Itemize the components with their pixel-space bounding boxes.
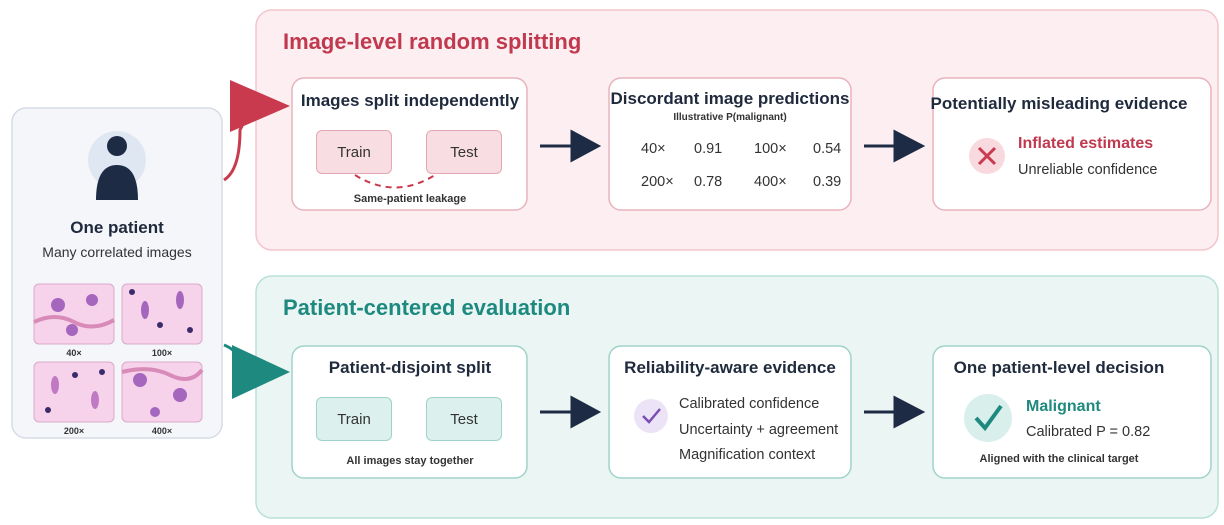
mag-label: 100× xyxy=(754,141,787,157)
check-icon xyxy=(642,408,661,424)
decision-icon-bg xyxy=(964,394,1012,442)
panel-title: Image-level random splitting xyxy=(283,29,582,54)
box-title: Reliability-aware evidence xyxy=(624,358,836,377)
magnification: 400× xyxy=(151,426,173,436)
probability: 0.91 xyxy=(694,141,723,157)
probability: 0.78 xyxy=(694,174,723,190)
test-chip: Test xyxy=(426,397,502,441)
box xyxy=(291,345,528,479)
evidence-item: Calibrated confidence xyxy=(679,396,820,412)
mag-label: 40× xyxy=(641,141,666,157)
decision-headline: Malignant xyxy=(1026,398,1101,415)
box-title: Images split independently xyxy=(300,91,520,110)
evidence-headline: Inflated estimates xyxy=(1018,135,1154,152)
flow-arrows xyxy=(540,129,926,429)
probability: 0.39 xyxy=(813,174,842,190)
magnification: 40× xyxy=(66,348,82,358)
test-chip: Test xyxy=(426,130,502,174)
mag-label: 400× xyxy=(754,174,787,190)
box xyxy=(932,77,1212,211)
avatar-head xyxy=(107,136,127,156)
box-note: Same-patient leakage xyxy=(353,193,467,205)
train-chip: Train xyxy=(316,397,392,441)
box-title: Discordant image predictions xyxy=(610,89,850,108)
tissue-tiles xyxy=(33,283,204,423)
mag-label: 200× xyxy=(641,174,674,190)
decision-note: Aligned with the clinical target xyxy=(979,453,1139,465)
box-title: Potentially misleading evidence xyxy=(930,94,1188,113)
box xyxy=(608,77,852,211)
box xyxy=(932,345,1212,479)
bottom-arrowhead xyxy=(232,345,290,399)
decision-detail: Calibrated P = 0.82 xyxy=(1026,424,1151,440)
evidence-item: Uncertainty + agreement xyxy=(679,422,839,438)
x-icon xyxy=(977,146,997,166)
top-arrowhead xyxy=(230,80,290,132)
decision-icon xyxy=(974,404,1003,432)
avatar-body xyxy=(96,165,138,200)
evidence-detail: Unreliable confidence xyxy=(1018,162,1158,178)
patient-title: One patient xyxy=(70,218,164,237)
box-subtitle: Illustrative P(malignant) xyxy=(673,112,787,123)
leak-connector xyxy=(223,109,252,182)
box xyxy=(291,77,528,211)
patient-subtitle: Many correlated images xyxy=(42,244,192,260)
patient-card xyxy=(11,107,223,439)
box-note: All images stay together xyxy=(346,455,474,467)
box-title: One patient-level decision xyxy=(953,358,1165,377)
check-icon-bg xyxy=(634,399,668,433)
box xyxy=(608,345,852,479)
evidence-item: Magnification context xyxy=(679,447,816,463)
box-title: Patient-disjoint split xyxy=(328,358,492,377)
panel-title: Patient-centered evaluation xyxy=(283,295,571,320)
magnification: 200× xyxy=(63,426,85,436)
probability: 0.54 xyxy=(813,141,842,157)
train-chip: Train xyxy=(316,130,392,174)
magnification: 100× xyxy=(151,348,173,358)
